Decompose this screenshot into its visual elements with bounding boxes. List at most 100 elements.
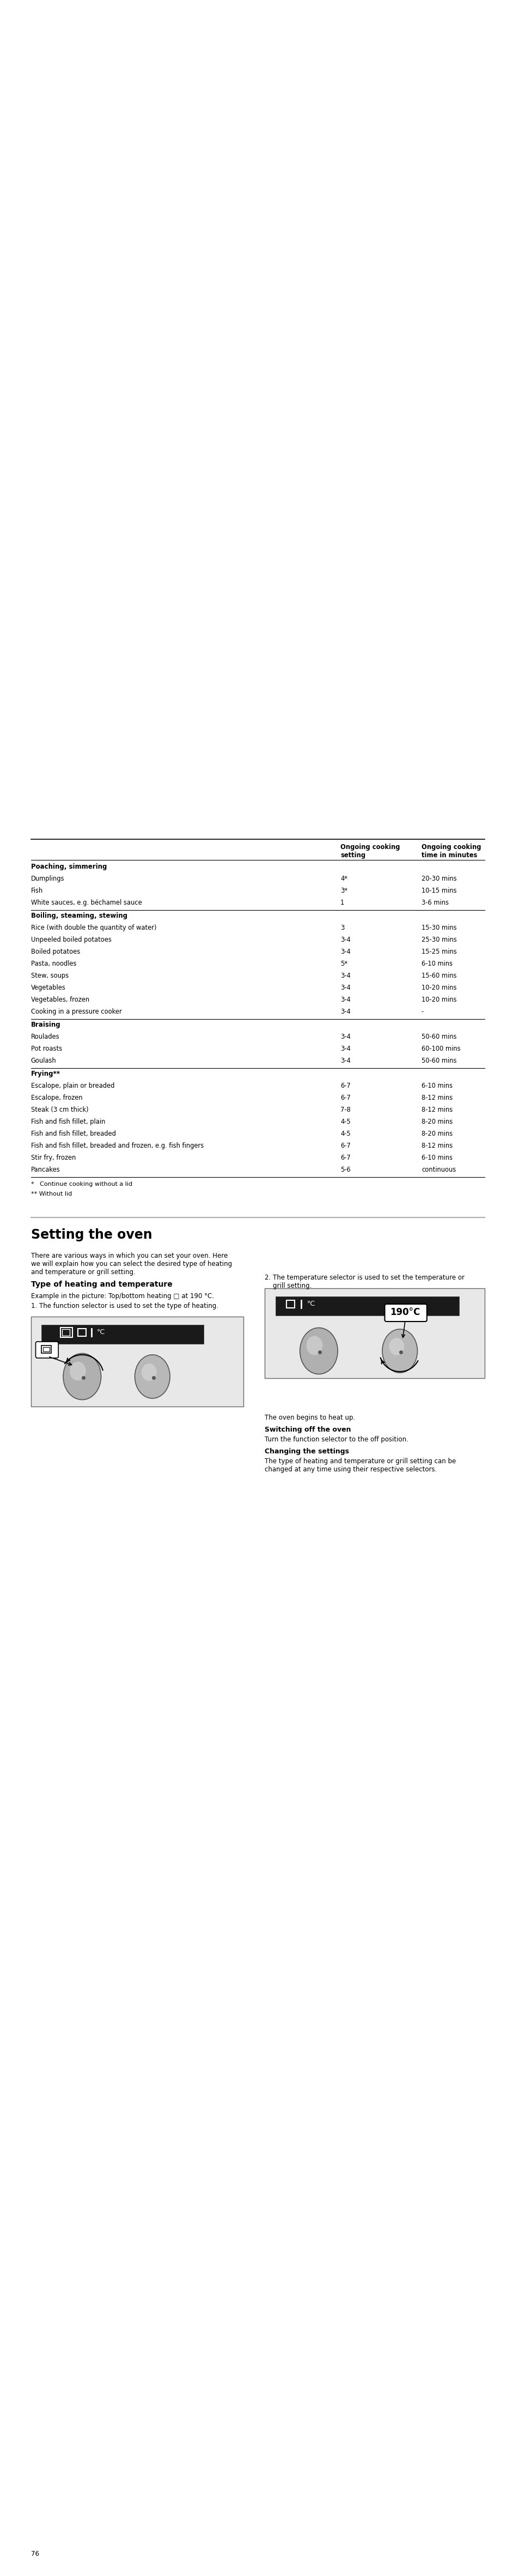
Text: Boiled potatoes: Boiled potatoes [31,948,80,956]
Bar [62,1329,70,1337]
Text: 8-12 mins: 8-12 mins [421,1105,452,1113]
Text: Switching off the oven: Switching off the oven [265,1427,351,1432]
Text: Escalope, plain or breaded: Escalope, plain or breaded [31,1082,114,1090]
Ellipse shape [299,1327,337,1373]
Text: 4*: 4* [340,876,347,884]
Text: 3-4: 3-4 [340,971,350,979]
Text: continuous: continuous [421,1167,456,1172]
Ellipse shape [142,1363,157,1381]
Text: Ongoing cooking
setting: Ongoing cooking setting [340,842,400,858]
Text: 1. The function selector is used to set the type of heating.: 1. The function selector is used to set … [31,1303,218,1309]
Text: 50-60 mins: 50-60 mins [421,1033,456,1041]
Ellipse shape [63,1352,101,1399]
Text: 3-4: 3-4 [340,984,350,992]
Text: Pasta, noodles: Pasta, noodles [31,961,76,969]
Text: Goulash: Goulash [31,1056,56,1064]
Text: 3: 3 [340,925,344,933]
Bar [42,1324,203,1345]
Text: Boiling, steaming, stewing: Boiling, steaming, stewing [31,912,127,920]
Text: The type of heating and temperature or grill setting can be
changed at any time : The type of heating and temperature or g… [265,1458,456,1473]
Text: There are various ways in which you can set your oven. Here
we will explain how : There are various ways in which you can … [31,1252,231,1275]
Text: 6-10 mins: 6-10 mins [421,1154,452,1162]
Text: Rice (with double the quantity of water): Rice (with double the quantity of water) [31,925,156,933]
Text: 6-7: 6-7 [340,1154,350,1162]
Bar [78,1329,86,1337]
Text: Fish: Fish [31,886,43,894]
Text: 6-7: 6-7 [340,1082,350,1090]
Ellipse shape [382,1329,417,1373]
FancyBboxPatch shape [385,1303,427,1321]
Text: 10-15 mins: 10-15 mins [421,886,456,894]
Bar [43,1347,50,1352]
Bar [265,1288,484,1378]
Text: The oven begins to heat up.: The oven begins to heat up. [265,1414,355,1422]
Text: 8-20 mins: 8-20 mins [421,1131,452,1139]
Text: 8-20 mins: 8-20 mins [421,1118,452,1126]
Text: 8-12 mins: 8-12 mins [421,1095,452,1103]
Text: Frying**: Frying** [31,1069,60,1077]
Text: Turn the function selector to the off position.: Turn the function selector to the off po… [265,1435,408,1443]
Text: 15-60 mins: 15-60 mins [421,971,456,979]
Text: Escalope, frozen: Escalope, frozen [31,1095,82,1103]
Text: Ongoing cooking
time in minutes: Ongoing cooking time in minutes [421,842,481,858]
Text: Poaching, simmering: Poaching, simmering [31,863,106,871]
Text: *   Continue cooking without a lid: * Continue cooking without a lid [31,1182,132,1188]
Text: 15-25 mins: 15-25 mins [421,948,456,956]
Text: White sauces, e.g. béchamel sauce: White sauces, e.g. béchamel sauce [31,899,142,907]
Text: Vegetables: Vegetables [31,984,65,992]
Text: 3-6 mins: 3-6 mins [421,899,448,907]
Text: 7-8: 7-8 [340,1105,350,1113]
Text: 10-20 mins: 10-20 mins [421,997,456,1002]
Ellipse shape [135,1355,170,1399]
Text: Stir fry, frozen: Stir fry, frozen [31,1154,76,1162]
Text: ** Without lid: ** Without lid [31,1190,72,1198]
Text: 190°C: 190°C [390,1309,420,1316]
Text: 1: 1 [340,899,344,907]
Text: °C: °C [307,1301,315,1306]
Ellipse shape [306,1337,322,1355]
Text: 5*: 5* [340,961,347,969]
Text: 3*: 3* [340,886,347,894]
Text: 4-5: 4-5 [340,1131,350,1139]
Bar [60,1327,72,1337]
Text: Dumplings: Dumplings [31,876,64,884]
Text: Pot roasts: Pot roasts [31,1046,62,1054]
Text: 10-20 mins: 10-20 mins [421,984,456,992]
Text: 4-5: 4-5 [340,1118,350,1126]
Text: Changing the settings: Changing the settings [265,1448,349,1455]
Bar [31,1316,243,1406]
Text: Cooking in a pressure cooker: Cooking in a pressure cooker [31,1007,121,1015]
Text: 5-6: 5-6 [340,1167,350,1172]
Bar [286,1301,294,1309]
Text: 3-4: 3-4 [340,935,350,943]
Text: 60-100 mins: 60-100 mins [421,1046,460,1054]
Text: Vegetables, frozen: Vegetables, frozen [31,997,89,1002]
Text: °C: °C [97,1329,105,1334]
Text: Fish and fish fillet, breaded and frozen, e.g. fish fingers: Fish and fish fillet, breaded and frozen… [31,1141,203,1149]
Text: Fish and fish fillet, plain: Fish and fish fillet, plain [31,1118,105,1126]
Text: 20-30 mins: 20-30 mins [421,876,456,884]
Text: 3-4: 3-4 [340,1033,350,1041]
Text: 76: 76 [31,2550,39,2558]
Text: 2. The temperature selector is used to set the temperature or
    grill setting.: 2. The temperature selector is used to s… [265,1275,464,1291]
Text: 3-4: 3-4 [340,997,350,1002]
Text: Stew, soups: Stew, soups [31,971,69,979]
Ellipse shape [70,1363,86,1381]
Text: 6-7: 6-7 [340,1141,350,1149]
Text: 50-60 mins: 50-60 mins [421,1056,456,1064]
Text: -: - [421,1007,424,1015]
Text: Roulades: Roulades [31,1033,59,1041]
Ellipse shape [389,1337,404,1355]
Text: Pancakes: Pancakes [31,1167,60,1172]
Text: 6-10 mins: 6-10 mins [421,1082,452,1090]
Text: 15-30 mins: 15-30 mins [421,925,456,933]
Text: 3-4: 3-4 [340,1046,350,1054]
Text: 3-4: 3-4 [340,1007,350,1015]
Text: Example in the picture: Top/bottom heating □ at 190 °C.: Example in the picture: Top/bottom heati… [31,1293,213,1301]
Bar [275,1296,459,1316]
FancyBboxPatch shape [36,1342,58,1358]
Text: 25-30 mins: 25-30 mins [421,935,456,943]
Bar [42,1345,51,1352]
Text: Steak (3 cm thick): Steak (3 cm thick) [31,1105,88,1113]
Text: Setting the oven: Setting the oven [31,1229,152,1242]
